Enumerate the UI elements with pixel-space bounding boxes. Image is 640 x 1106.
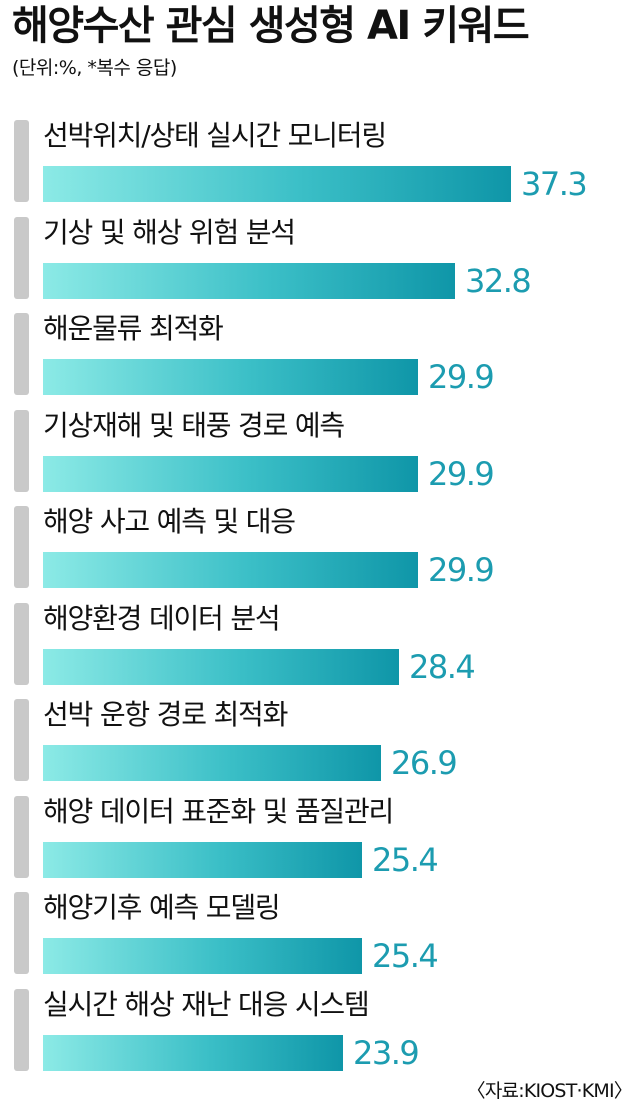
bar-row: 해양 데이터 표준화 및 품질관리 25.4 <box>0 788 640 884</box>
category-label: 해양기후 예측 모델링 <box>43 891 281 924</box>
category-label: 해양 데이터 표준화 및 품질관리 <box>43 795 394 828</box>
value-label: 23.9 <box>353 1034 420 1072</box>
bar-row: 해양환경 데이터 분석 28.4 <box>0 595 640 691</box>
row-accent-marker <box>14 989 29 1071</box>
category-label: 기상재해 및 태풍 경로 예측 <box>43 409 345 442</box>
value-label: 25.4 <box>372 841 439 879</box>
row-accent-marker <box>14 796 29 878</box>
bar <box>43 456 418 492</box>
bar <box>43 938 362 974</box>
value-label: 29.9 <box>428 551 495 589</box>
row-accent-marker <box>14 120 29 202</box>
category-label: 선박 운항 경로 최적화 <box>43 698 288 731</box>
value-label: 37.3 <box>521 165 588 203</box>
bar <box>43 263 455 299</box>
bar <box>43 552 418 588</box>
bar-row: 해양 사고 예측 및 대응 29.9 <box>0 498 640 594</box>
row-accent-marker <box>14 892 29 974</box>
bar-row: 실시간 해상 재난 대응 시스템 23.9 <box>0 981 640 1077</box>
value-label: 26.9 <box>391 744 458 782</box>
bar-row: 기상재해 및 태풍 경로 예측 29.9 <box>0 402 640 498</box>
row-accent-marker <box>14 603 29 685</box>
bar-row: 해운물류 최적화 29.9 <box>0 305 640 401</box>
row-accent-marker <box>14 313 29 395</box>
value-label: 29.9 <box>428 358 495 396</box>
bar <box>43 1035 343 1071</box>
bar-row: 선박위치/상태 실시간 모니터링 37.3 <box>0 112 640 208</box>
chart-subtitle: (단위:%, *복수 응답) <box>12 57 177 79</box>
bar <box>43 166 511 202</box>
row-accent-marker <box>14 217 29 299</box>
source-note: 〈자료:KIOST·KMI〉 <box>466 1080 633 1102</box>
row-accent-marker <box>14 699 29 781</box>
bar-row: 기상 및 해상 위험 분석 32.8 <box>0 209 640 305</box>
row-accent-marker <box>14 506 29 588</box>
value-label: 28.4 <box>409 648 476 686</box>
chart-title: 해양수산 관심 생성형 AI 키워드 <box>12 3 530 49</box>
category-label: 선박위치/상태 실시간 모니터링 <box>43 119 387 152</box>
value-label: 25.4 <box>372 937 439 975</box>
bar <box>43 745 381 781</box>
bar <box>43 649 399 685</box>
bar-row: 선박 운항 경로 최적화 26.9 <box>0 691 640 787</box>
value-label: 29.9 <box>428 455 495 493</box>
category-label: 해양환경 데이터 분석 <box>43 602 281 635</box>
value-label: 32.8 <box>465 262 532 300</box>
category-label: 해양 사고 예측 및 대응 <box>43 505 296 538</box>
row-accent-marker <box>14 410 29 492</box>
bar <box>43 359 418 395</box>
category-label: 기상 및 해상 위험 분석 <box>43 216 296 249</box>
category-label: 실시간 해상 재난 대응 시스템 <box>43 988 370 1021</box>
bar <box>43 842 362 878</box>
bar-row: 해양기후 예측 모델링 25.4 <box>0 884 640 980</box>
category-label: 해운물류 최적화 <box>43 312 224 345</box>
